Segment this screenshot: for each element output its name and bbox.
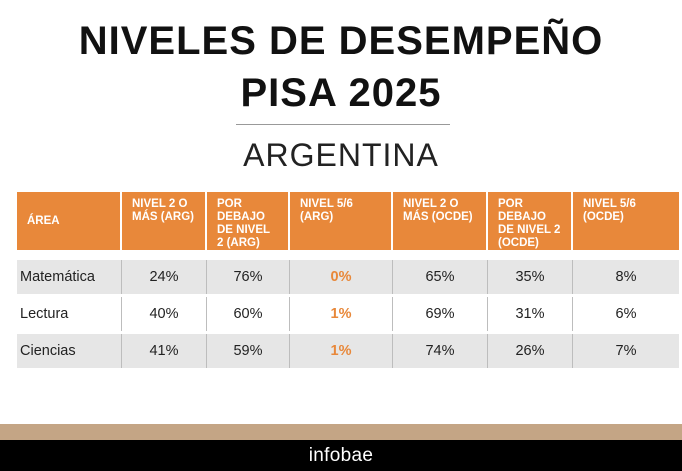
value-cell: 31% — [488, 297, 573, 331]
header-nivel56-arg: NIVEL 5/6 (ARG) — [290, 192, 393, 250]
header-debajo-ocde: POR DEBAJO DE NIVEL 2 (OCDE) — [488, 192, 573, 250]
header-nivel56-ocde: NIVEL 5/6 (OCDE) — [573, 192, 679, 250]
value-cell: 40% — [122, 297, 207, 331]
value-cell: 7% — [615, 343, 637, 359]
value-cell: 59% — [207, 334, 290, 368]
value-cell: 6% — [615, 306, 637, 322]
footer-bar: infobae — [0, 440, 682, 471]
highlight-value-cell: 0% — [290, 260, 393, 294]
header-area: ÁREA — [17, 192, 122, 250]
value-cell: 8% — [615, 269, 637, 285]
value-cell: 24% — [122, 260, 207, 294]
value-cell: 60% — [207, 297, 290, 331]
table-row: Lectura 40% 60% 1% 69% 31% 6% — [17, 297, 679, 331]
title-divider — [236, 124, 450, 125]
header-nivel2-arg: NIVEL 2 O MÁS (ARG) — [122, 192, 207, 250]
highlight-value-cell: 1% — [290, 297, 393, 331]
page-subtitle: ARGENTINA — [243, 137, 439, 173]
table-row: Matemática 24% 76% 0% 65% 35% 8% — [17, 260, 679, 294]
area-cell: Lectura — [17, 297, 122, 331]
page-title-line-1: NIVELES DE DESEMPEÑO — [78, 19, 604, 63]
area-cell: Ciencias — [17, 334, 122, 368]
value-cell: 74% — [393, 334, 488, 368]
table-header-row: ÁREA NIVEL 2 O MÁS (ARG) POR DEBAJO DE N… — [17, 192, 679, 250]
header-nivel2-ocde: NIVEL 2 O MÁS (OCDE) — [393, 192, 488, 250]
footer-band — [0, 424, 682, 440]
performance-table: ÁREA NIVEL 2 O MÁS (ARG) POR DEBAJO DE N… — [17, 192, 679, 371]
page-title-line-2: PISA 2025 — [240, 71, 442, 115]
value-cell: 76% — [207, 260, 290, 294]
value-cell: 65% — [393, 260, 488, 294]
header-debajo-arg: POR DEBAJO DE NIVEL 2 (ARG) — [207, 192, 290, 250]
value-cell: 69% — [393, 297, 488, 331]
area-cell: Matemática — [17, 260, 122, 294]
infobae-logo: infobae — [308, 444, 374, 466]
value-cell: 26% — [488, 334, 573, 368]
value-cell: 41% — [122, 334, 207, 368]
highlight-value-cell: 1% — [290, 334, 393, 368]
table-row: Ciencias 41% 59% 1% 74% 26% 7% — [17, 334, 679, 368]
value-cell: 35% — [488, 260, 573, 294]
